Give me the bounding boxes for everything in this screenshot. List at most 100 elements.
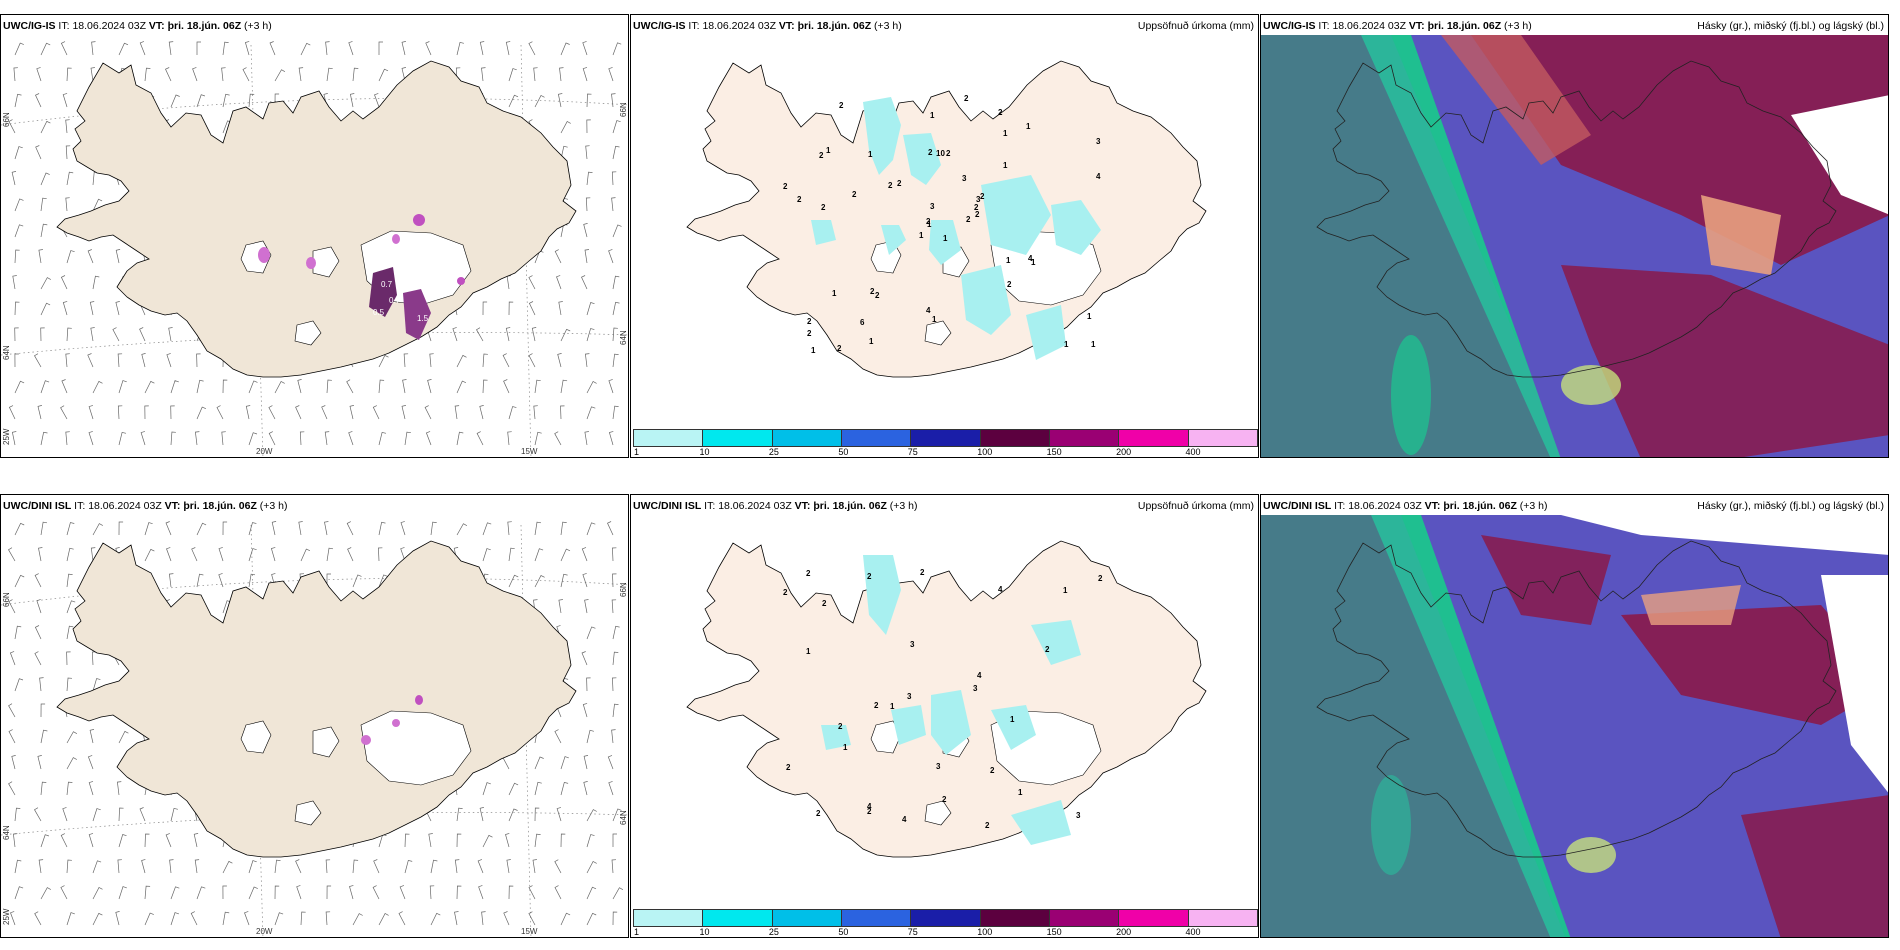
panel-wind-bottom: UWC/DINI ISL IT: 18.06.2024 03Z VT: þri.… <box>0 494 629 938</box>
precip-value: 1 <box>1003 129 1008 138</box>
precip-value: 1 <box>1026 122 1031 131</box>
wind-barb <box>40 302 51 316</box>
wind-barb <box>65 119 70 134</box>
wind-barb <box>534 95 545 108</box>
wind-barb <box>482 548 491 562</box>
wind-barb <box>296 885 302 900</box>
wind-barb <box>534 431 542 446</box>
wind-barb <box>452 327 458 342</box>
wind-barb <box>508 94 519 108</box>
wind-barb <box>88 431 94 446</box>
wind-barb <box>118 834 127 848</box>
legend-label: 50 <box>838 447 849 457</box>
wind-barb <box>14 198 24 212</box>
wind-barb <box>40 223 48 238</box>
wind-barb <box>38 859 44 874</box>
legend-color-box <box>840 909 911 927</box>
wind-barb <box>481 911 486 926</box>
wind-value: 1.5 <box>417 314 429 323</box>
wind-barb <box>295 405 302 420</box>
precip-value: 2 <box>806 569 811 578</box>
wind-barb <box>482 782 491 796</box>
precip-patches <box>258 214 465 340</box>
wind-barb <box>165 67 172 82</box>
it-label: IT: <box>704 500 716 512</box>
wind-barb <box>14 886 24 900</box>
wind-barb <box>528 275 536 290</box>
wind-barb <box>374 93 380 108</box>
cloud-title: Hásky (gr.), miðský (fj.bl.) og lágský (… <box>1697 500 1884 512</box>
legend-color-box <box>910 429 980 447</box>
wind-barb <box>196 353 201 368</box>
wind-barb <box>607 755 614 770</box>
ice-cap <box>312 246 340 278</box>
wind-barb <box>60 275 68 290</box>
wind-barb <box>13 67 18 82</box>
wind-barb <box>91 651 97 666</box>
wind-barb <box>612 911 618 926</box>
lon-label-15w: 15W <box>521 927 538 936</box>
precip-legend: 1 10 25 50 75 100 150 200 400 <box>631 909 1258 937</box>
wind-barb <box>586 729 594 744</box>
wind-barb <box>8 547 16 562</box>
model-name: UWC/DINI ISL <box>633 500 702 512</box>
wind-barb <box>144 885 151 900</box>
precip-value: 3 <box>1076 811 1081 820</box>
wind-barb <box>165 521 172 536</box>
wind-barb <box>61 379 68 394</box>
legend-color-boxes <box>633 429 1258 447</box>
precip-value: 4 <box>977 671 982 680</box>
wind-barb <box>91 41 96 56</box>
legend-color-box <box>1187 429 1258 447</box>
wind-barb <box>35 145 42 160</box>
precip-value: 3 <box>907 692 912 701</box>
wind-barb <box>528 911 536 926</box>
wind-barb <box>14 42 24 56</box>
wind-barb <box>478 885 484 900</box>
wind-barb <box>248 860 257 874</box>
wind-barb <box>65 145 71 160</box>
wind-barb <box>90 327 95 342</box>
wind-barb <box>248 432 258 446</box>
wind-barb <box>139 41 146 56</box>
wind-barb <box>34 651 42 666</box>
wind-barb <box>534 807 540 822</box>
wind-barb <box>554 729 562 744</box>
model-name: UWC/IG-IS <box>633 20 686 32</box>
wind-barb <box>36 599 42 614</box>
it-value: 18.06.2024 03Z <box>1332 20 1406 32</box>
ice-cap <box>294 800 322 826</box>
wind-barb <box>586 834 595 848</box>
wind-barb <box>218 547 224 562</box>
wind-barb <box>325 859 331 874</box>
wind-barb <box>170 886 180 900</box>
wind-barb <box>608 379 614 394</box>
cloud-title: Hásky (gr.), miðský (fj.bl.) og lágský (… <box>1697 20 1884 32</box>
it-value: 18.06.2024 03Z <box>1348 500 1422 512</box>
wind-barb <box>118 886 127 900</box>
wind-barb <box>170 431 176 446</box>
wind-barb <box>166 547 172 562</box>
wind-barb <box>40 277 51 290</box>
panel-precip-top: 1 2 1 2 3 2 2 2 1 2 2 1 2 3 1 1 2 2 3 1 2 2 6 10 2 1 1 1 2 1 4 2 4 3 1 1 2 1 1… <box>630 14 1259 458</box>
wind-barb <box>62 807 68 822</box>
wind-barb <box>612 677 617 692</box>
panel-header: UWC/DINI ISL IT: 18.06.2024 03Z VT: þri.… <box>3 500 288 512</box>
wind-barb <box>612 353 619 368</box>
wind-barb <box>14 146 23 160</box>
it-label: IT: <box>1334 500 1346 512</box>
wind-barb <box>347 547 354 562</box>
wind-barb <box>144 548 155 562</box>
wind-barb <box>66 912 75 926</box>
wind-barb <box>559 67 564 82</box>
wind-barb <box>378 68 389 82</box>
wind-barb <box>169 859 174 874</box>
wind-barb <box>505 41 511 56</box>
wind-barb <box>372 885 380 900</box>
wind-barb <box>534 575 545 588</box>
vt-label: VT: <box>778 20 795 32</box>
wind-barb <box>454 911 459 926</box>
wind-barb <box>581 275 588 290</box>
wind-barb <box>586 119 591 134</box>
wind-barb <box>586 302 595 316</box>
